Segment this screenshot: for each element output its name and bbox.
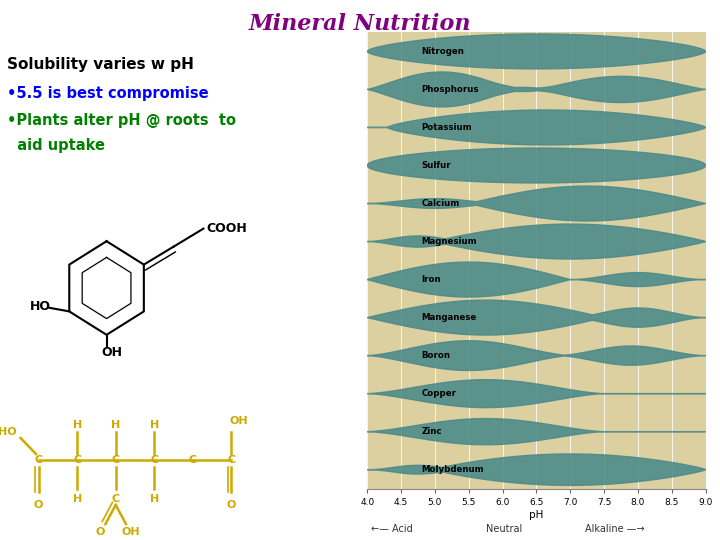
Polygon shape <box>367 341 706 370</box>
Text: aid uptake: aid uptake <box>7 138 105 153</box>
Text: Mineral Nutrition: Mineral Nutrition <box>248 14 472 36</box>
Text: OH: OH <box>102 346 122 359</box>
Text: •Plants alter pH @ roots  to: •Plants alter pH @ roots to <box>7 113 236 129</box>
Text: H: H <box>150 494 159 504</box>
Text: Neutral: Neutral <box>486 524 522 534</box>
Text: C: C <box>112 494 120 504</box>
Text: Potassium: Potassium <box>421 123 472 132</box>
X-axis label: pH: pH <box>529 510 544 519</box>
Text: HO: HO <box>0 427 17 437</box>
Text: C: C <box>228 455 235 465</box>
Text: ←— Acid: ←— Acid <box>371 524 413 534</box>
Text: H: H <box>111 420 120 430</box>
Polygon shape <box>367 72 706 107</box>
Text: C: C <box>150 455 158 465</box>
Text: Boron: Boron <box>421 351 450 360</box>
Polygon shape <box>367 224 706 259</box>
Text: Magnesium: Magnesium <box>421 237 477 246</box>
Text: HO: HO <box>30 300 50 313</box>
Text: H: H <box>73 494 82 504</box>
Polygon shape <box>367 110 706 145</box>
Text: C: C <box>35 455 42 465</box>
Text: COOH: COOH <box>207 222 248 235</box>
Text: C: C <box>189 455 197 465</box>
Text: Iron: Iron <box>421 275 441 284</box>
Polygon shape <box>367 262 706 297</box>
Text: O: O <box>34 500 43 510</box>
Text: Alkaline —→: Alkaline —→ <box>585 524 644 534</box>
Text: Molybdenum: Molybdenum <box>421 465 484 474</box>
Polygon shape <box>367 418 706 445</box>
Text: H: H <box>150 420 159 430</box>
Text: C: C <box>112 455 120 465</box>
Text: O: O <box>96 527 105 537</box>
Text: Solubility varies w pH: Solubility varies w pH <box>7 57 194 72</box>
Text: •5.5 is best compromise: •5.5 is best compromise <box>7 86 209 102</box>
Text: Zinc: Zinc <box>421 427 442 436</box>
Text: Nitrogen: Nitrogen <box>421 47 464 56</box>
Polygon shape <box>367 186 706 221</box>
Text: Calcium: Calcium <box>421 199 459 208</box>
Text: Manganese: Manganese <box>421 313 477 322</box>
Polygon shape <box>367 34 706 69</box>
Polygon shape <box>367 454 706 485</box>
Text: O: O <box>227 500 236 510</box>
Polygon shape <box>367 148 706 183</box>
Text: Sulfur: Sulfur <box>421 161 451 170</box>
Text: OH: OH <box>230 415 248 426</box>
Text: Phosphorus: Phosphorus <box>421 85 479 94</box>
Text: H: H <box>73 420 82 430</box>
Polygon shape <box>367 300 706 335</box>
Text: C: C <box>73 455 81 465</box>
Polygon shape <box>367 380 706 408</box>
Text: OH: OH <box>122 527 140 537</box>
Text: Copper: Copper <box>421 389 456 398</box>
